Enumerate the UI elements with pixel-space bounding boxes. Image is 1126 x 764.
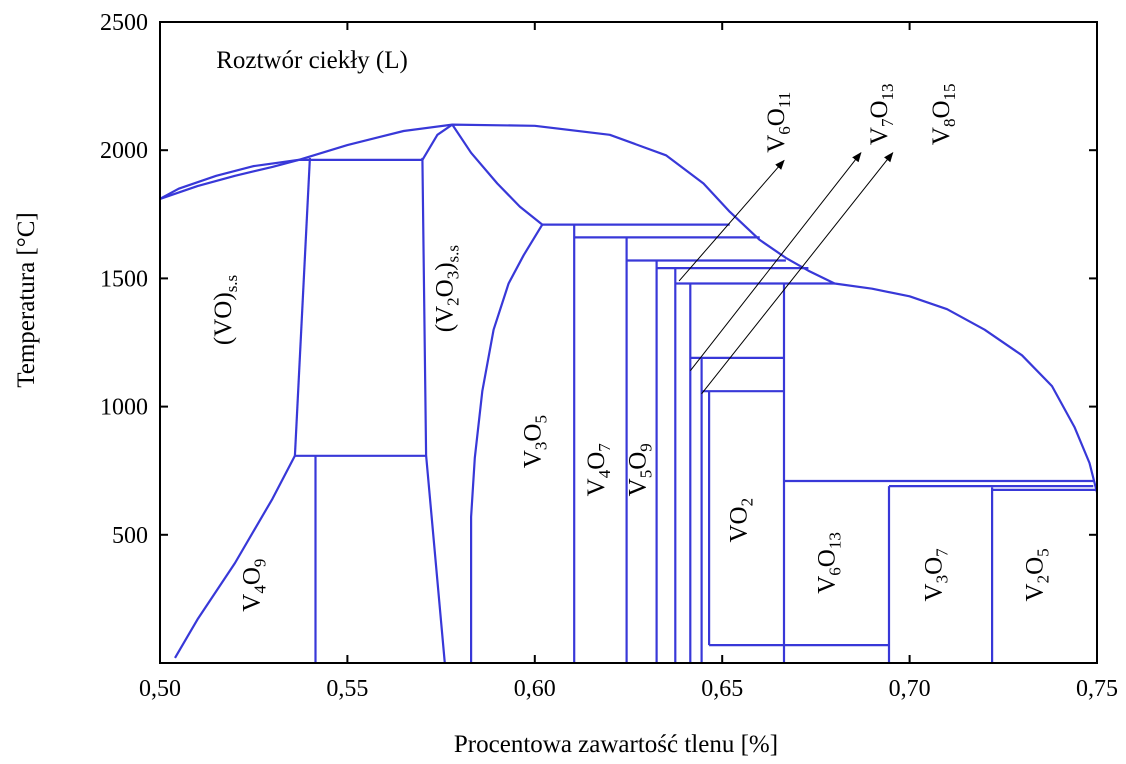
boundary-liquidus-left-lower (159, 158, 299, 200)
region-labels: Roztwór ciekły (L) (VO)s.s (V2O3)s.s V4O9 V3… (210, 47, 1052, 612)
label-v2o5: V2O5 (1022, 548, 1053, 601)
boundary-liquidus-left-upper (159, 158, 299, 200)
y-tick-label: 500 (112, 523, 148, 549)
label-liquid: Roztwór ciekły (L) (216, 47, 408, 74)
boundary-v2o3-liquidus-dip-left (421, 123, 453, 161)
x-tick-label: 0,65 (701, 676, 743, 702)
y-tick-label: 2500 (100, 10, 148, 36)
axis-ticks: 0,50 0,55 0,60 0,65 0,70 0,75 500 1000 1500 2000 2… (100, 10, 1118, 702)
label-v8o15: V8O15 (928, 83, 959, 145)
y-tick-label: 1000 (100, 395, 148, 421)
label-v6o13: V6O13 (814, 532, 845, 594)
x-tick-label: 0,70 (889, 676, 931, 702)
compound-arrows (678, 151, 894, 395)
label-v4o9: V4O9 (238, 559, 269, 612)
label-v7o13: V7O13 (866, 83, 897, 145)
x-tick-label: 0,60 (514, 676, 556, 702)
boundary-liquidus-main (298, 123, 1099, 493)
plot-border (159, 21, 1098, 664)
label-v4o7: V4O7 (583, 443, 614, 497)
arrow-v6o11 (678, 159, 785, 282)
boundary-vo-right-solvus (293, 157, 311, 456)
label-v5o9: V5O9 (624, 443, 655, 496)
label-vo-ss: (VO)s.s (210, 275, 241, 345)
phase-boundaries (159, 123, 1099, 664)
y-tick-label: 1500 (100, 266, 148, 292)
label-v3o7: V3O7 (920, 548, 951, 602)
boundary-vo-left-solvus (174, 455, 296, 659)
x-axis-title: Procentowa zawartość tlenu [%] (454, 731, 778, 758)
boundary-v2o3-left-boundary (421, 157, 446, 664)
plot-frame (159, 21, 1098, 664)
boundary-v2o3-right-solvus (470, 224, 544, 663)
label-v6o11: V6O11 (763, 92, 794, 153)
x-tick-label: 0,50 (139, 676, 181, 702)
arrow-v7o13 (689, 151, 862, 372)
label-vo2: VO2 (726, 498, 757, 543)
y-axis-title: Temperatura [°C] (13, 212, 40, 388)
boundary-v2o3-liquidus-dip-right (451, 123, 543, 226)
y-tick-label: 2000 (100, 138, 148, 164)
label-v2o3-ss: (V2O3)s.s (431, 245, 462, 332)
x-tick-label: 0,75 (1076, 676, 1118, 702)
arrow-v8o15 (701, 151, 894, 395)
label-v3o5: V3O5 (519, 415, 550, 468)
x-tick-label: 0,55 (326, 676, 368, 702)
